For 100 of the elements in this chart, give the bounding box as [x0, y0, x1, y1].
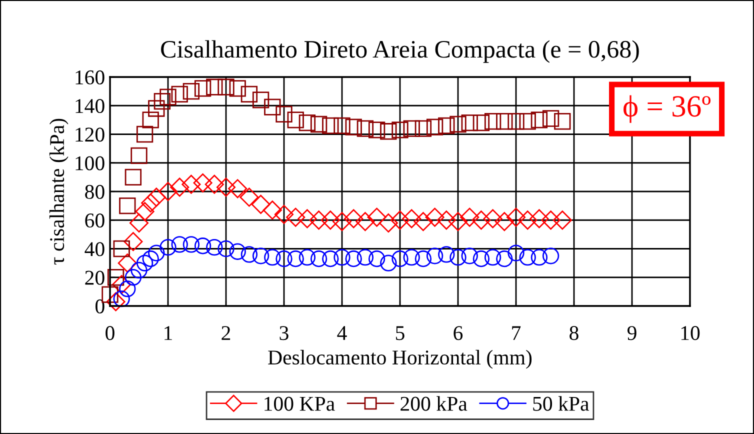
point: [530, 209, 549, 228]
point: [107, 269, 124, 286]
point: [118, 254, 137, 273]
point: [494, 212, 514, 232]
point: [403, 120, 420, 137]
point: [119, 280, 136, 298]
point: [262, 200, 282, 220]
point: [276, 106, 292, 123]
point: [229, 80, 246, 97]
point: [228, 179, 248, 198]
point: [130, 262, 148, 279]
point: [309, 210, 328, 230]
point: [345, 118, 362, 136]
point: [519, 113, 536, 130]
y-tick-label: 40: [84, 242, 104, 256]
point: [171, 236, 188, 253]
x-tick-label: 7: [512, 326, 521, 340]
point: [334, 249, 350, 266]
point: [112, 275, 132, 294]
point: [218, 78, 234, 96]
point: [461, 248, 478, 264]
point: [484, 249, 502, 266]
point: [129, 213, 149, 233]
point: [414, 250, 432, 268]
point: [344, 209, 364, 228]
point: [251, 194, 270, 214]
point: [322, 250, 339, 268]
point: [148, 100, 165, 117]
point: [460, 208, 480, 227]
point: [368, 250, 386, 268]
point: [438, 117, 455, 134]
x-tick-label: 2: [222, 326, 230, 340]
point: [438, 246, 455, 263]
point: [276, 250, 292, 268]
point: [518, 210, 538, 230]
point: [298, 114, 316, 132]
point: [141, 193, 160, 212]
point: [171, 86, 188, 103]
point: [182, 236, 200, 253]
point: [310, 116, 328, 133]
point: [448, 212, 468, 232]
point: [106, 292, 126, 312]
x-tick-label: 3: [280, 326, 288, 340]
point: [368, 122, 386, 138]
point: [206, 78, 223, 96]
x-tick-label: 0: [106, 326, 114, 340]
point: [240, 86, 258, 103]
point: [414, 120, 432, 137]
point: [136, 126, 154, 143]
point: [142, 250, 159, 268]
point: [216, 178, 236, 197]
point: [461, 114, 478, 132]
point: [148, 244, 165, 262]
point: [484, 113, 502, 130]
point: [450, 249, 466, 266]
x-axis-title: Deslocamento Horizontal (mm): [268, 350, 532, 369]
x-tick-label: 4: [337, 326, 347, 340]
chart-title: Cisalhamento Direto Areia Compacta (e = 0,68): [161, 40, 639, 63]
y-tick-label: 120: [76, 128, 104, 142]
point: [240, 246, 258, 263]
point: [403, 249, 420, 266]
point: [287, 112, 304, 128]
point: [252, 248, 270, 264]
point: [252, 92, 270, 108]
point: [158, 182, 178, 202]
point: [496, 250, 513, 268]
point: [218, 240, 234, 258]
point: [154, 92, 171, 110]
point: [298, 249, 316, 266]
point: [194, 238, 212, 254]
point: [530, 112, 548, 128]
point: [426, 248, 444, 264]
legend-label: 200 kPa: [400, 396, 468, 411]
y-tick-label: 160: [76, 70, 104, 84]
y-axis-title: τ cisalhante (kPa): [49, 118, 68, 265]
point: [146, 188, 166, 207]
point: [264, 98, 281, 116]
point: [160, 238, 176, 256]
point: [332, 212, 352, 232]
point: [193, 173, 212, 192]
point: [450, 116, 466, 133]
legend-label: 50 kPa: [533, 396, 590, 411]
point: [320, 210, 340, 230]
point: [264, 249, 281, 266]
point: [392, 250, 408, 268]
point: [345, 250, 362, 268]
point: [542, 248, 560, 264]
point: [124, 168, 142, 186]
y-tick-label: 140: [76, 99, 104, 114]
point: [310, 250, 328, 268]
point: [136, 254, 154, 272]
legend-label: 100 KPa: [264, 396, 335, 411]
x-tick-label: 10: [681, 326, 700, 340]
annotation: ϕ = 36º: [624, 95, 711, 123]
point: [119, 197, 136, 214]
point: [508, 244, 524, 262]
point: [135, 202, 154, 222]
point: [552, 210, 572, 230]
point: [472, 114, 490, 132]
point: [402, 209, 422, 228]
